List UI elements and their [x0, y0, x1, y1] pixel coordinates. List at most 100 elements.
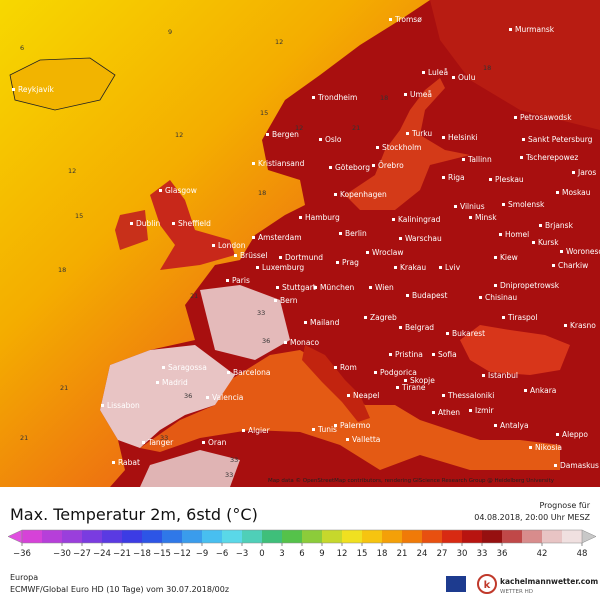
city-dot: [489, 178, 492, 181]
colorbar-bin: [342, 530, 363, 543]
city-label: Wroclaw: [372, 248, 404, 257]
city-dot: [554, 464, 557, 467]
city-dot: [366, 251, 369, 254]
city-dot: [206, 396, 209, 399]
city-dot: [266, 133, 269, 136]
city-label: Brjansk: [545, 221, 574, 230]
city-dot: [394, 266, 397, 269]
city-label: Dnipropetrowsk: [500, 281, 560, 290]
italy: [302, 345, 370, 422]
isoline-label: 21: [352, 124, 360, 132]
city-label: Bukarest: [452, 329, 485, 338]
colorbar-bin: [62, 530, 83, 543]
city-dot: [442, 176, 445, 179]
colorbar-tick-label: 36: [497, 549, 508, 559]
city-dot: [346, 438, 349, 441]
city-dot: [336, 261, 339, 264]
colorbar-tick-label: −18: [133, 549, 151, 559]
city-dot: [389, 353, 392, 356]
city: Pristina: [389, 350, 423, 359]
city-label: Belgrad: [405, 323, 434, 332]
city-label: Minsk: [475, 213, 497, 222]
city: London: [212, 241, 246, 250]
city: Tallinn: [462, 155, 492, 164]
colorbar-bin: [162, 530, 183, 543]
city: Bern: [274, 296, 298, 305]
city-dot: [442, 394, 445, 397]
city: Brüssel: [234, 251, 268, 260]
city-dot: [339, 232, 342, 235]
city-label: Tromsø: [394, 15, 422, 24]
city-dot: [454, 205, 457, 208]
colorbar-tick-label: −3: [236, 549, 249, 559]
city: Palermo: [334, 421, 371, 430]
city-label: Murmansk: [515, 25, 555, 34]
city-label: Petrosawodsk: [520, 113, 572, 122]
city: Thessaloniki: [442, 391, 494, 400]
isoline-label: 12: [275, 38, 283, 46]
iberia-hot: [100, 345, 235, 448]
city-label: Oslo: [325, 135, 342, 144]
city-label: Algier: [248, 426, 271, 435]
city: Budapest: [406, 291, 448, 300]
city-dot: [389, 18, 392, 21]
city: Oslo: [319, 135, 342, 144]
isoline-label: 18: [483, 64, 491, 72]
colorbar-tick-label: 21: [397, 549, 408, 559]
city-dot: [404, 93, 407, 96]
city: Krakau: [394, 263, 426, 272]
ireland: [115, 210, 148, 250]
brand-sub: WETTER HD: [500, 589, 533, 595]
city: Skopje: [404, 376, 435, 385]
city-dot: [142, 441, 145, 444]
city-dot: [529, 446, 532, 449]
city-dot: [404, 379, 407, 382]
britain: [150, 180, 235, 270]
africa-hot: [140, 450, 240, 487]
city-label: Palermo: [340, 421, 371, 430]
city-label: Paris: [232, 276, 250, 285]
city-dot: [159, 189, 162, 192]
isoline-label: 21: [60, 384, 68, 392]
city: Dortmund: [279, 253, 323, 262]
city: Prag: [336, 258, 359, 267]
city: Zagreb: [364, 313, 397, 322]
city-label: Tunis: [317, 425, 337, 434]
city: Kaliningrad: [392, 215, 441, 224]
city: Luxemburg: [256, 263, 304, 272]
city: Belgrad: [399, 323, 434, 332]
city-dot: [406, 132, 409, 135]
city: Rom: [334, 363, 357, 372]
city-dot: [101, 404, 104, 407]
city-label: Oulu: [458, 73, 476, 82]
colorbar-bin: [382, 530, 403, 543]
city-label: Lviv: [445, 263, 461, 272]
city-label: Podgorica: [380, 368, 417, 377]
city: Jaros: [572, 168, 596, 177]
city-label: Oran: [208, 438, 227, 447]
city: Antalya: [494, 421, 529, 430]
city: Kopenhagen: [334, 190, 387, 199]
city: Valletta: [346, 435, 380, 444]
colorbar-tick-label: 33: [477, 549, 488, 559]
city-label: Kristiansand: [258, 159, 305, 168]
city-dot: [276, 286, 279, 289]
city-dot: [560, 250, 563, 253]
city-label: Warschau: [405, 234, 442, 243]
colorbar-bin: [522, 530, 543, 543]
city: Dublin: [130, 219, 160, 228]
city: Pleskau: [489, 175, 524, 184]
colorbar-bin: [222, 530, 243, 543]
map: Tromsø Murmansk Reykjavík Luleå Oulu Trondhei…: [0, 0, 600, 487]
colorbar-bin: [42, 530, 63, 543]
city: Reykjavík: [12, 85, 54, 94]
colorbar-bin: [462, 530, 483, 543]
colorbar-bin: [142, 530, 163, 543]
title: Max. Temperatur 2m, 6std (°C): [10, 505, 258, 524]
city: Oran: [202, 438, 227, 447]
city: Glasgow: [159, 186, 197, 195]
city-label: Neapel: [353, 391, 379, 400]
city: Berlin: [339, 229, 367, 238]
city: Bukarest: [446, 329, 485, 338]
